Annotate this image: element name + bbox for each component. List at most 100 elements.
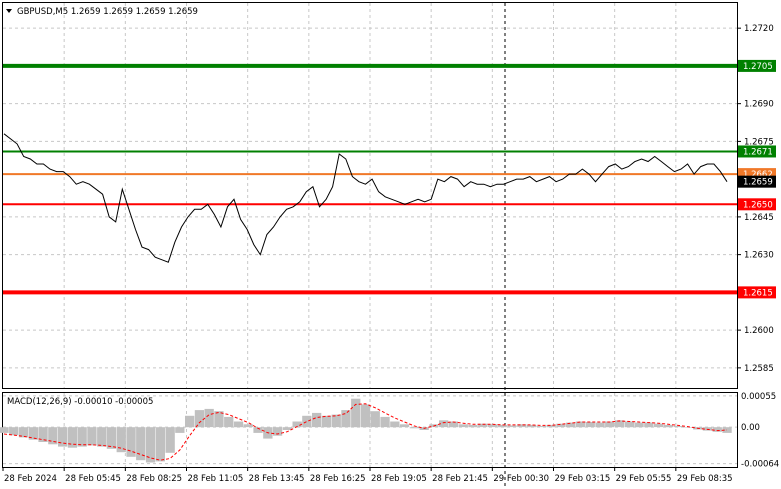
chart-menu-triangle-icon[interactable] <box>6 9 12 13</box>
macd-histogram-bar <box>175 427 185 433</box>
macd-histogram-bar <box>0 427 9 433</box>
chart-symbol-header: GBPUSD,M5 1.2659 1.2659 1.2659 1.2659 <box>17 7 198 17</box>
macd-histogram-bar <box>487 424 498 428</box>
macd-histogram-bar <box>517 424 527 428</box>
macd-histogram-bar <box>722 427 732 433</box>
macd-histogram-bar <box>556 423 566 428</box>
macd-histogram-bar <box>214 411 224 428</box>
macd-histogram-bar <box>136 427 146 461</box>
macd-histogram-bar <box>536 426 546 428</box>
x-tick-label: 29 Feb 08:35 <box>677 474 733 484</box>
macd-histogram-bar <box>9 427 19 436</box>
price-axis: 1.2720 1.2690 1.2675 1.2645 1.2630 1.2600 1.25… <box>737 24 774 374</box>
price-levels <box>3 63 737 295</box>
macd-histogram-bar <box>155 427 165 462</box>
macd-histogram-bar <box>194 410 205 428</box>
macd-histogram-bar <box>18 427 29 438</box>
y-tick-label: 1.2645 <box>744 213 774 223</box>
macd-signal-line <box>3 403 728 461</box>
y-tick-label: 1.2675 <box>744 137 774 147</box>
x-tick-label: 28 Feb 08:25 <box>126 474 182 484</box>
x-tick-label: 28 Feb 05:45 <box>65 474 121 484</box>
macd-histogram-bar <box>204 408 214 428</box>
current-price-tag-label: 1.2659 <box>743 178 773 188</box>
macd-histogram-bar <box>458 424 468 428</box>
macd-histogram-bar <box>87 427 97 446</box>
x-tick-label: 29 Feb 03:15 <box>555 474 611 484</box>
x-tick-label: 28 Feb 2024 <box>4 474 57 484</box>
macd-y-tick-label: 0.00055 <box>741 392 776 402</box>
x-tick-label: 29 Feb 00:30 <box>493 474 549 484</box>
y-tick-label: 1.2630 <box>744 251 774 261</box>
macd-histogram-bar <box>663 424 673 428</box>
macd-histogram-bar <box>106 427 117 449</box>
macd-histogram-bar <box>28 427 38 440</box>
macd-histogram-bar <box>575 421 586 428</box>
price-level-tag-label: 1.2615 <box>743 288 773 298</box>
macd-histogram-bar <box>312 412 322 428</box>
macd-y-tick-label: -0.00064 <box>741 460 779 470</box>
macd-histogram-bar <box>497 424 507 428</box>
macd-histogram-bar <box>566 422 576 428</box>
macd-series <box>0 398 732 463</box>
macd-histogram-bar <box>634 422 644 428</box>
macd-histogram-bar <box>360 404 371 428</box>
macd-histogram-bar <box>683 427 693 428</box>
price-level-tag-label: 1.2662 <box>743 170 773 180</box>
macd-y-tick-label: 0.00 <box>741 423 760 433</box>
macd-histogram-bar <box>673 426 683 428</box>
x-tick-label: 29 Feb 05:55 <box>616 474 672 484</box>
macd-histogram-bar <box>253 427 263 433</box>
price-level-tag <box>738 286 776 299</box>
macd-histogram-bar <box>185 415 195 428</box>
macd-histogram-bar <box>644 422 654 428</box>
price-line <box>3 133 728 263</box>
macd-histogram-bar <box>116 427 126 453</box>
macd-histogram-bar <box>77 427 87 447</box>
x-tick-label: 28 Feb 19:05 <box>371 474 427 484</box>
macd-histogram-bar <box>224 416 234 428</box>
macd-histogram-bar <box>468 424 478 428</box>
macd-histogram-bar <box>302 415 312 428</box>
macd-histogram-bar <box>145 427 156 463</box>
macd-histogram-bar <box>527 424 537 428</box>
macd-histogram-bar <box>614 420 625 428</box>
macd-axis: 0.00055 0.00 -0.00064 <box>741 392 779 470</box>
macd-histogram-bar <box>67 427 78 448</box>
y-tick-label: 1.2600 <box>744 326 774 336</box>
main-plot-frame <box>2 2 738 389</box>
macd-histogram-bar <box>605 421 615 428</box>
x-tick-label: 28 Feb 16:25 <box>310 474 366 484</box>
price-level-tag-label: 1.2650 <box>743 200 773 210</box>
main-grid <box>3 3 737 388</box>
macd-histogram-bar <box>546 424 556 428</box>
macd-histogram-bar <box>38 427 48 442</box>
macd-histogram-bar <box>341 410 351 428</box>
macd-histogram-bar <box>624 421 634 428</box>
price-level-tag-label: 1.2671 <box>743 147 773 157</box>
macd-histogram-bar <box>595 422 605 428</box>
macd-histogram-bar <box>478 423 488 428</box>
price-level-tag <box>738 198 776 211</box>
macd-histogram-bar <box>380 416 390 428</box>
macd-histogram-bar <box>507 425 517 428</box>
price-series <box>3 133 728 263</box>
y-tick-label: 1.2720 <box>744 24 774 34</box>
y-tick-label: 1.2690 <box>744 100 774 110</box>
macd-indicator-label: MACD(12,26,9) -0.00010 -0.00005 <box>7 397 153 407</box>
macd-histogram-bar <box>399 424 410 428</box>
macd-histogram-bar <box>654 423 664 428</box>
x-tick-label: 28 Feb 21:45 <box>432 474 488 484</box>
x-tick-label: 28 Feb 11:05 <box>188 474 244 484</box>
macd-histogram-bar <box>409 427 419 429</box>
macd-histogram-bar <box>370 411 380 428</box>
price-level-tag-label: 1.2705 <box>743 62 773 72</box>
macd-histogram-bar <box>233 421 244 428</box>
x-tick-label: 28 Feb 13:45 <box>249 474 305 484</box>
macd-histogram-bar <box>390 421 400 428</box>
macd-histogram-bar <box>439 420 449 428</box>
time-axis: 28 Feb 2024 28 Feb 05:45 28 Feb 08:25 28 Fe… <box>2 468 733 484</box>
y-tick-label: 1.2585 <box>744 364 774 374</box>
current-price-tag <box>738 175 776 188</box>
